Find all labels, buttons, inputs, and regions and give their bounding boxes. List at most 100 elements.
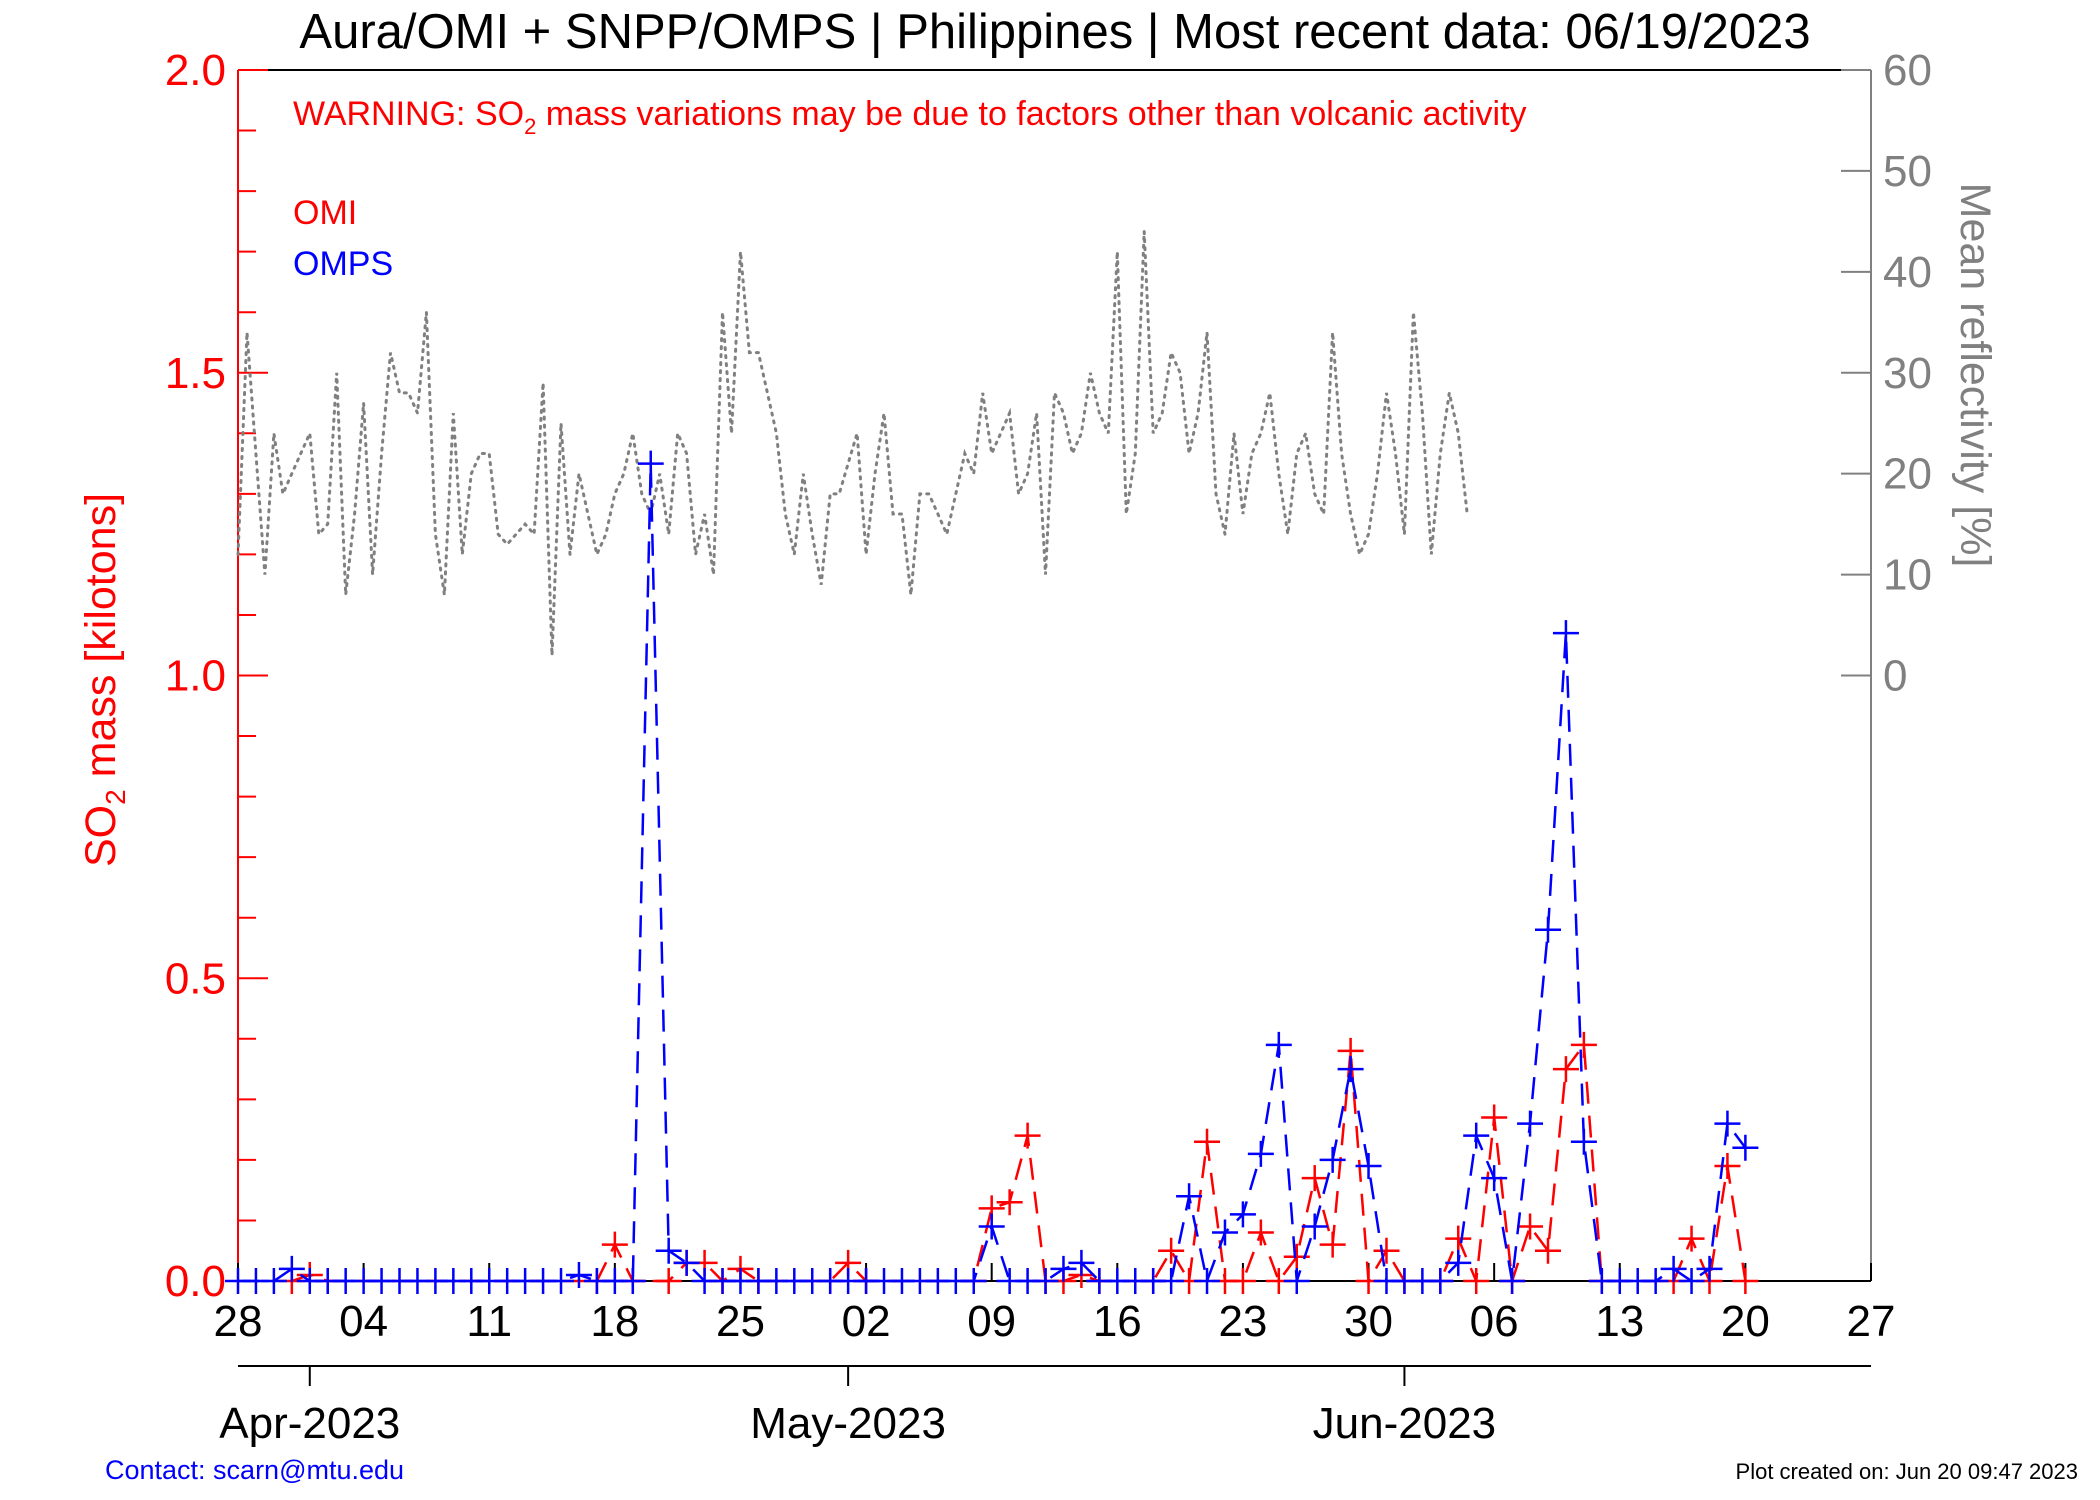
y2-tick-label: 50 xyxy=(1883,147,1932,196)
omi-point xyxy=(1732,1268,1759,1294)
reflectivity-series xyxy=(236,231,1469,656)
y2-tick-label: 20 xyxy=(1883,450,1932,499)
omps-point xyxy=(548,1268,575,1294)
omi-point xyxy=(1517,1213,1544,1240)
omi-point xyxy=(601,1231,628,1258)
omps-point xyxy=(1517,1110,1544,1137)
omi-point xyxy=(1714,1152,1741,1179)
chart-title: Aura/OMI + SNPP/OMPS | Philippines | Mos… xyxy=(299,5,1810,59)
y-axis-title-prefix: SO xyxy=(77,805,125,867)
omps-point xyxy=(1463,1122,1490,1149)
omi-point xyxy=(1678,1225,1705,1252)
legend-omi: OMI xyxy=(293,194,357,232)
omps-point xyxy=(1265,1031,1292,1058)
omi-point xyxy=(996,1189,1023,1216)
omi-point xyxy=(655,1268,682,1294)
omps-point xyxy=(1427,1268,1454,1294)
x-tick-label: 27 xyxy=(1847,1297,1896,1346)
warning-text: WARNING: SO2 mass variations may be due … xyxy=(293,95,1527,139)
x-tick-label: 11 xyxy=(466,1297,512,1346)
omps-point xyxy=(1660,1255,1687,1282)
omps-point xyxy=(1714,1110,1741,1137)
y-tick-label: 0.5 xyxy=(165,954,226,1003)
omi-point xyxy=(1158,1237,1185,1264)
omps-point xyxy=(1319,1146,1346,1173)
y-axis-title-suffix: mass [kilotons] xyxy=(77,493,125,789)
omps-point xyxy=(1032,1268,1059,1294)
omps-point xyxy=(978,1213,1005,1240)
x-tick-label: 30 xyxy=(1344,1297,1393,1346)
reflectivity-line xyxy=(236,231,1469,656)
omi-point xyxy=(1481,1104,1508,1131)
omps-series xyxy=(225,450,1759,1294)
omi-point xyxy=(1373,1237,1400,1264)
omps-point xyxy=(1642,1268,1669,1294)
axes: 0.0 0.5 1.0 1.5 2.0 0 10 20 30 40 50 60 28 04 11 18 25 02… xyxy=(165,46,1932,1448)
x-tick-label: 16 xyxy=(1093,1297,1142,1346)
x-tick-label: 20 xyxy=(1721,1297,1770,1346)
x-tick-label: 28 xyxy=(214,1297,263,1346)
y2-tick-label: 60 xyxy=(1883,46,1932,95)
omi-point xyxy=(1247,1219,1274,1246)
omps-point xyxy=(260,1268,287,1294)
y2-axis-title: Mean reflectivity [%] xyxy=(1951,183,1999,568)
plot-created-text: Plot created on: Jun 20 09:47 2023 xyxy=(1736,1459,2078,1484)
x-tick-label: 04 xyxy=(339,1297,388,1346)
omi-point xyxy=(1319,1231,1346,1258)
x-tick-label: 06 xyxy=(1470,1297,1519,1346)
x-tick-label: 23 xyxy=(1218,1297,1267,1346)
omi-point xyxy=(1229,1268,1256,1294)
y-axis-title: SO2 mass [kilotons] xyxy=(77,493,131,867)
y2-tick-label: 10 xyxy=(1883,551,1932,600)
omps-point xyxy=(1337,1056,1364,1083)
month-label: May-2023 xyxy=(750,1399,946,1448)
y-axis-title-subscript: 2 xyxy=(100,789,131,805)
omps-point xyxy=(1499,1268,1526,1294)
contact-text: Contact: scarn@mtu.edu xyxy=(105,1455,404,1485)
omps-point xyxy=(637,450,664,477)
omps-point xyxy=(1247,1140,1274,1167)
omps-point xyxy=(619,1268,646,1294)
omps-point xyxy=(1570,1128,1597,1155)
y2-tick-label: 0 xyxy=(1883,652,1907,701)
omps-point xyxy=(655,1237,682,1264)
warning-suffix: mass variations may be due to factors ot… xyxy=(536,95,1526,133)
y-tick-label: 2.0 xyxy=(165,46,226,95)
warning-prefix: WARNING: SO xyxy=(293,95,524,133)
warning-subscript: 2 xyxy=(524,114,536,139)
omi-point xyxy=(1014,1122,1041,1149)
omi-point xyxy=(1301,1165,1328,1192)
omps-point xyxy=(1732,1134,1759,1161)
omps-point xyxy=(1194,1268,1221,1294)
y2-tick-label: 30 xyxy=(1883,349,1932,398)
omps-point xyxy=(1068,1249,1095,1276)
omps-point xyxy=(1176,1183,1203,1210)
omi-point xyxy=(1534,1237,1561,1264)
omps-point xyxy=(673,1249,700,1276)
x-tick-label: 18 xyxy=(590,1297,639,1346)
omps-point xyxy=(1050,1255,1077,1282)
x-tick-label: 13 xyxy=(1595,1297,1644,1346)
omps-point xyxy=(960,1268,987,1294)
y-tick-label: 1.5 xyxy=(165,349,226,398)
omi-point xyxy=(1463,1268,1490,1294)
y-tick-label: 1.0 xyxy=(165,652,226,701)
legend-omps: OMPS xyxy=(293,245,393,283)
omps-point xyxy=(1552,620,1579,647)
omps-point xyxy=(1283,1268,1310,1294)
omps-point xyxy=(1301,1213,1328,1240)
x-tick-label: 09 xyxy=(967,1297,1016,1346)
omi-point xyxy=(1445,1225,1472,1252)
omps-point xyxy=(565,1261,592,1288)
omps-point xyxy=(1678,1268,1705,1294)
omps-point xyxy=(1158,1268,1185,1294)
so2-series xyxy=(225,450,1759,1294)
omps-point xyxy=(1445,1249,1472,1276)
omps-point xyxy=(1481,1165,1508,1192)
omps-point xyxy=(1696,1255,1723,1282)
omps-point xyxy=(1355,1152,1382,1179)
month-label: Apr-2023 xyxy=(219,1399,400,1448)
omps-point xyxy=(1211,1219,1238,1246)
